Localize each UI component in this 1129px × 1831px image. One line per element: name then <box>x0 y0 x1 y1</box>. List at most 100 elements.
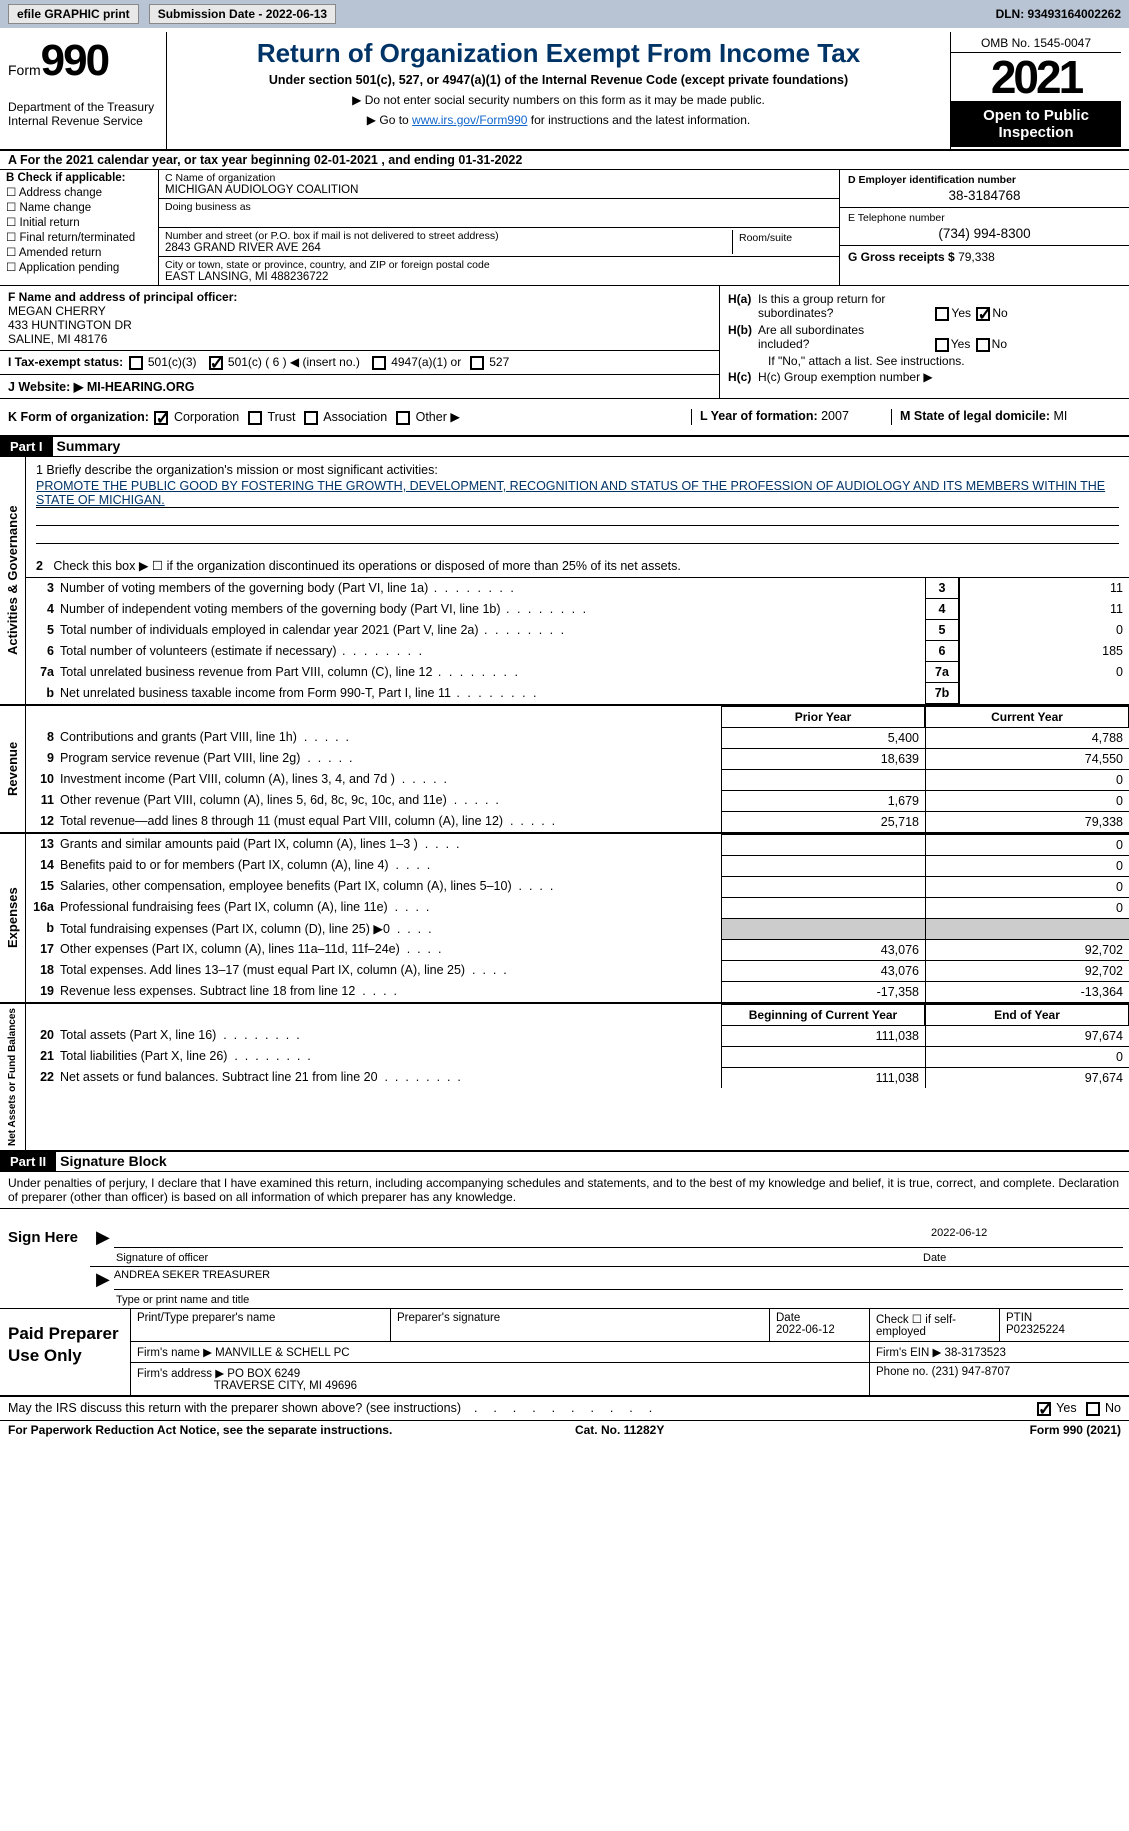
addr: 2843 GRAND RIVER AVE 264 <box>165 242 732 254</box>
ein: 38-3184768 <box>848 188 1121 203</box>
gov-line-3: 3Number of voting members of the governi… <box>26 578 1129 599</box>
part1-header: Part ISummary <box>0 437 1129 457</box>
rev-line-11: 11Other revenue (Part VIII, column (A), … <box>26 790 1129 811</box>
section-fhij: F Name and address of principal officer:… <box>0 286 1129 399</box>
hdr-end: End of Year <box>925 1004 1129 1025</box>
ein-lbl: D Employer identification number <box>848 174 1121 186</box>
chk-501c3[interactable] <box>129 356 143 370</box>
name-title-lbl: Type or print name and title <box>116 1294 249 1306</box>
exp-line-19: 19Revenue less expenses. Subtract line 1… <box>26 981 1129 1002</box>
gov-line-5: 5Total number of individuals employed in… <box>26 620 1129 641</box>
col-d: D Employer identification number 38-31847… <box>839 170 1129 285</box>
date-lbl: Date <box>923 1252 1123 1264</box>
paid-prep-title: Paid Preparer Use Only <box>0 1309 130 1395</box>
exp-line-17: 17Other expenses (Part IX, column (A), l… <box>26 939 1129 960</box>
tel: (734) 994-8300 <box>848 226 1121 241</box>
year-formation: L Year of formation: 2007 <box>691 409 891 425</box>
chk-527[interactable] <box>470 356 484 370</box>
nab-block: Net Assets or Fund Balances Beginning of… <box>0 1004 1129 1152</box>
section-bcd: B Check if applicable: ☐ Address change … <box>0 170 1129 286</box>
sig-date: 2022-06-12 <box>923 1227 1123 1248</box>
k-other[interactable] <box>396 411 410 425</box>
state-domicile: M State of legal domicile: MI <box>891 409 1121 425</box>
col-b-title: B Check if applicable: <box>6 172 152 184</box>
cat-no: Cat. No. 11282Y <box>575 1423 664 1437</box>
principal-officer: F Name and address of principal officer:… <box>0 286 719 350</box>
ha-yes[interactable] <box>935 307 949 321</box>
submission-date: Submission Date - 2022-06-13 <box>149 4 336 24</box>
hdr-prior: Prior Year <box>721 706 925 727</box>
hb-no[interactable] <box>976 338 990 352</box>
col-c: C Name of organizationMICHIGAN AUDIOLOGY… <box>158 170 839 285</box>
hdr-beg: Beginning of Current Year <box>721 1004 925 1025</box>
form-word: Form <box>8 62 41 78</box>
tax-year: 2021 <box>951 53 1121 101</box>
chk-addr[interactable]: ☐ Address change <box>6 185 152 199</box>
exp-line-b: bTotal fundraising expenses (Part IX, co… <box>26 918 1129 939</box>
tax-exempt-status: I Tax-exempt status: 501(c)(3) 501(c) ( … <box>0 350 719 374</box>
website: J Website: ▶ MI-HEARING.ORG <box>0 374 719 398</box>
mission-block: 1 Briefly describe the organization's mi… <box>26 457 1129 578</box>
hb-note: If "No," attach a list. See instructions… <box>728 354 1121 368</box>
firm-addr2: TRAVERSE CITY, MI 49696 <box>214 1380 357 1392</box>
chk-final[interactable]: ☐ Final return/terminated <box>6 230 152 244</box>
sig-officer-lbl: Signature of officer <box>116 1252 208 1264</box>
nab-line-21: 21Total liabilities (Part X, line 26) . … <box>26 1046 1129 1067</box>
prep-name-lbl: Print/Type preparer's name <box>130 1309 390 1341</box>
chk-4947[interactable] <box>372 356 386 370</box>
tab-rev: Revenue <box>0 706 26 832</box>
firm-name: MANVILLE & SCHELL PC <box>215 1347 349 1359</box>
hdr-curr: Current Year <box>925 706 1129 727</box>
exp-line-14: 14Benefits paid to or for members (Part … <box>26 855 1129 876</box>
exp-line-15: 15Salaries, other compensation, employee… <box>26 876 1129 897</box>
mission-text: PROMOTE THE PUBLIC GOOD BY FOSTERING THE… <box>36 479 1105 507</box>
chk-name[interactable]: ☐ Name change <box>6 200 152 214</box>
gov-line-6: 6Total number of volunteers (estimate if… <box>26 641 1129 662</box>
paid-preparer-block: Paid Preparer Use Only Print/Type prepar… <box>0 1309 1129 1397</box>
firm-phone: (231) 947-8707 <box>932 1366 1011 1378</box>
exp-line-18: 18Total expenses. Add lines 13–17 (must … <box>26 960 1129 981</box>
org-name-lbl: C Name of organization <box>165 172 833 184</box>
irs-link[interactable]: www.irs.gov/Form990 <box>412 113 527 127</box>
hc: H(c) Group exemption number ▶ <box>758 370 933 384</box>
prep-date: 2022-06-12 <box>776 1324 835 1336</box>
note-link: ▶ Go to www.irs.gov/Form990 for instruct… <box>171 113 946 127</box>
rev-line-10: 10Investment income (Part VIII, column (… <box>26 769 1129 790</box>
k-corp[interactable] <box>154 411 168 425</box>
prep-sig-lbl: Preparer's signature <box>390 1309 769 1341</box>
line2: Check this box ▶ ☐ if the organization d… <box>53 559 680 573</box>
open-inspection: Open to Public Inspection <box>951 101 1121 147</box>
discuss-no[interactable] <box>1086 1402 1100 1416</box>
firm-addr1: PO BOX 6249 <box>227 1368 300 1380</box>
rev-line-8: 8Contributions and grants (Part VIII, li… <box>26 727 1129 748</box>
dept: Department of the Treasury Internal Reve… <box>8 100 166 128</box>
firm-ein: 38-3173523 <box>945 1347 1006 1359</box>
revenue-block: Revenue Prior YearCurrent Year 8Contribu… <box>0 706 1129 834</box>
sign-here: Sign Here <box>0 1209 90 1308</box>
chk-pending[interactable]: ☐ Application pending <box>6 260 152 274</box>
note-ssn: ▶ Do not enter social security numbers o… <box>171 93 946 107</box>
hb-yes[interactable] <box>935 338 949 352</box>
room-lbl: Room/suite <box>733 230 833 254</box>
col-h: H(a) Is this a group return for subordin… <box>719 286 1129 398</box>
tab-nab: Net Assets or Fund Balances <box>0 1004 26 1150</box>
chk-501c[interactable] <box>209 356 223 370</box>
chk-amended[interactable]: ☐ Amended return <box>6 245 152 259</box>
section-klm: K Form of organization: Corporation Trus… <box>0 399 1129 437</box>
footer-row: For Paperwork Reduction Act Notice, see … <box>0 1420 1129 1439</box>
k-assoc[interactable] <box>304 411 318 425</box>
k-trust[interactable] <box>248 411 262 425</box>
tab-ag: Activities & Governance <box>0 457 26 704</box>
nab-line-20: 20Total assets (Part X, line 16) . . . .… <box>26 1025 1129 1046</box>
part2-header: Part IISignature Block <box>0 1152 1129 1172</box>
efile-btn[interactable]: efile GRAPHIC print <box>8 4 139 24</box>
expense-block: Expenses 13Grants and similar amounts pa… <box>0 834 1129 1004</box>
form-number: 990 <box>41 36 108 85</box>
tel-lbl: E Telephone number <box>848 212 1121 224</box>
self-emp[interactable]: Check ☐ if self-employed <box>869 1309 999 1341</box>
gov-line-7a: 7aTotal unrelated business revenue from … <box>26 662 1129 683</box>
ha-no[interactable] <box>976 307 990 321</box>
summary-table: Activities & Governance 1 Briefly descri… <box>0 457 1129 706</box>
discuss-yes[interactable] <box>1037 1402 1051 1416</box>
chk-initial[interactable]: ☐ Initial return <box>6 215 152 229</box>
